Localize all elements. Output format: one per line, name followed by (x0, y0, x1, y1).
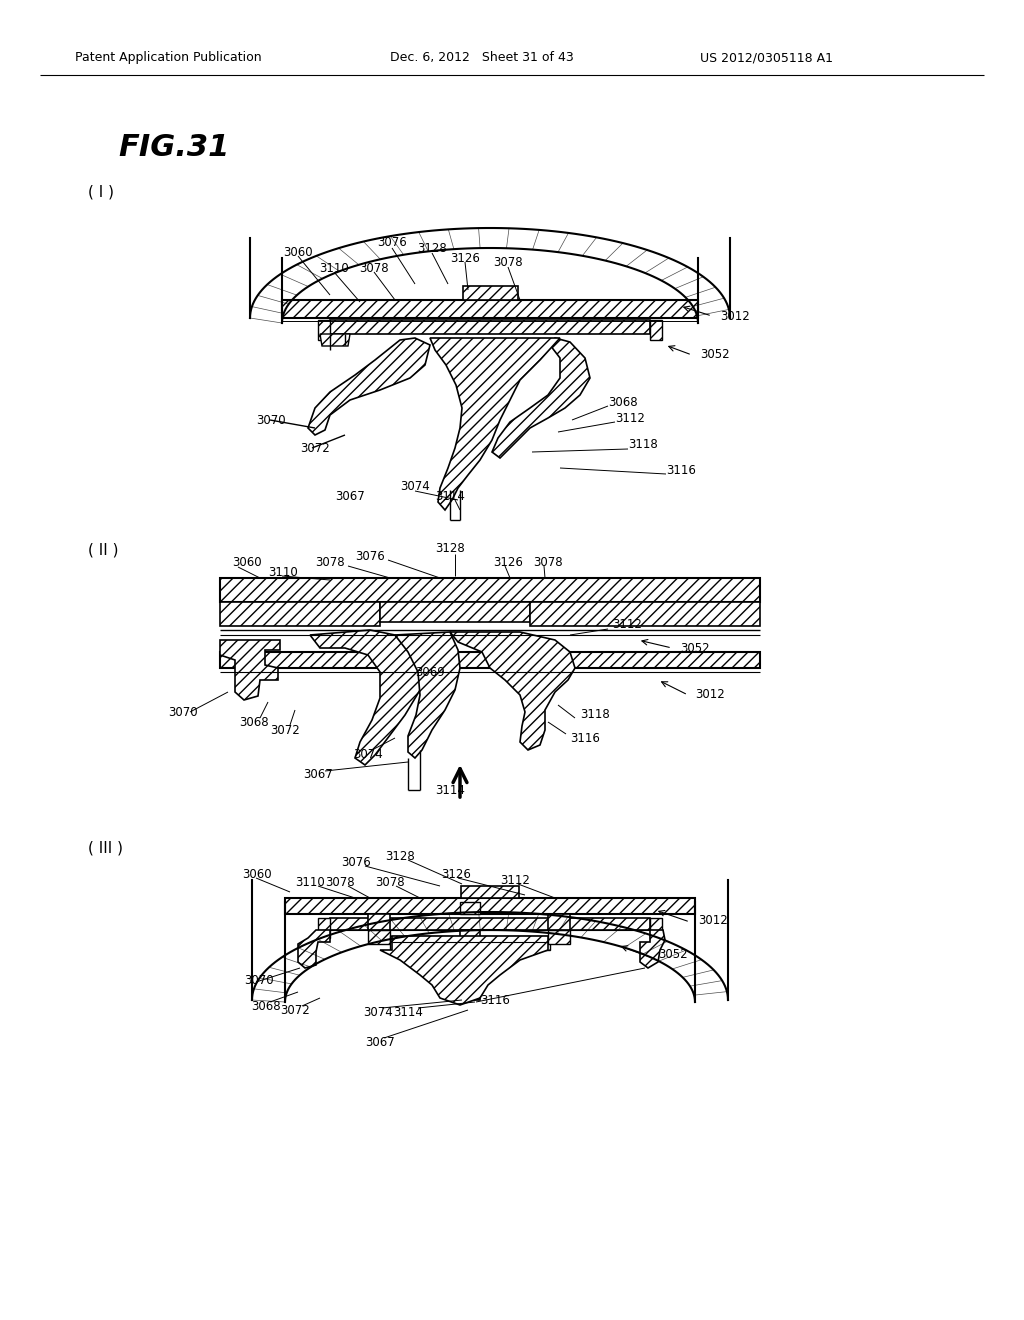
Bar (480, 936, 550, 950)
Polygon shape (492, 338, 590, 458)
Text: 3126: 3126 (451, 252, 480, 264)
Bar (330, 319, 650, 334)
Text: 3116: 3116 (666, 463, 696, 477)
Polygon shape (319, 334, 350, 346)
Text: 3076: 3076 (377, 236, 407, 249)
Polygon shape (310, 630, 420, 766)
Polygon shape (220, 640, 280, 700)
Text: 3072: 3072 (300, 441, 330, 454)
Text: 3128: 3128 (435, 543, 465, 556)
Text: 3118: 3118 (628, 438, 657, 451)
Text: 3060: 3060 (242, 869, 271, 882)
Text: 3116: 3116 (570, 731, 600, 744)
Bar (380, 602, 530, 622)
Text: Patent Application Publication: Patent Application Publication (75, 51, 261, 65)
Polygon shape (308, 338, 430, 436)
Polygon shape (395, 632, 460, 758)
Text: 3067: 3067 (303, 768, 333, 781)
Bar (220, 652, 760, 668)
Text: 3052: 3052 (680, 642, 710, 655)
Text: 3070: 3070 (256, 413, 286, 426)
Text: 3068: 3068 (251, 999, 281, 1012)
Text: 3078: 3078 (359, 261, 389, 275)
Text: 3074: 3074 (400, 480, 430, 494)
Text: 3060: 3060 (284, 247, 312, 260)
Text: 3068: 3068 (240, 715, 269, 729)
Text: 3126: 3126 (494, 556, 523, 569)
Text: Dec. 6, 2012   Sheet 31 of 43: Dec. 6, 2012 Sheet 31 of 43 (390, 51, 573, 65)
Bar (220, 578, 760, 602)
Bar (548, 931, 570, 944)
Text: 3110: 3110 (268, 565, 298, 578)
Text: 3068: 3068 (608, 396, 638, 408)
Polygon shape (380, 936, 548, 1005)
Text: 3112: 3112 (615, 412, 645, 425)
Text: 3052: 3052 (700, 348, 730, 362)
Bar (650, 319, 662, 341)
Bar (282, 300, 698, 318)
Text: 3076: 3076 (355, 549, 385, 562)
Text: US 2012/0305118 A1: US 2012/0305118 A1 (700, 51, 833, 65)
Text: 3074: 3074 (364, 1006, 393, 1019)
Text: 3052: 3052 (658, 949, 688, 961)
Text: 3128: 3128 (385, 850, 415, 862)
Polygon shape (298, 931, 330, 968)
Text: 3112: 3112 (500, 874, 530, 887)
Text: 3012: 3012 (695, 689, 725, 701)
Text: ( III ): ( III ) (88, 841, 123, 855)
Text: 3110: 3110 (295, 875, 325, 888)
Bar (318, 917, 330, 939)
Text: FIG.31: FIG.31 (118, 133, 229, 162)
Bar (285, 898, 695, 913)
Text: 3078: 3078 (375, 875, 404, 888)
Text: 3070: 3070 (244, 974, 273, 986)
Bar (530, 602, 760, 626)
Text: 3078: 3078 (494, 256, 523, 269)
Text: 3072: 3072 (281, 1003, 310, 1016)
Bar (368, 913, 390, 931)
Bar (220, 602, 380, 626)
Text: 3069: 3069 (415, 665, 444, 678)
Bar (390, 936, 460, 950)
Bar (368, 931, 390, 944)
Text: 3067: 3067 (366, 1035, 395, 1048)
Bar (650, 917, 662, 939)
Bar (318, 319, 330, 341)
Text: 3070: 3070 (168, 705, 198, 718)
Text: 3067: 3067 (335, 491, 365, 503)
Polygon shape (430, 338, 560, 510)
Text: ( II ): ( II ) (88, 543, 119, 557)
Text: 3060: 3060 (232, 556, 261, 569)
Text: 3126: 3126 (441, 867, 471, 880)
Bar (463, 286, 518, 300)
Text: 3114: 3114 (435, 491, 465, 503)
Text: 3078: 3078 (315, 556, 345, 569)
Bar (460, 931, 480, 1001)
Polygon shape (640, 931, 665, 968)
Text: 3112: 3112 (612, 619, 642, 631)
Text: 3110: 3110 (319, 261, 349, 275)
Text: 3012: 3012 (720, 309, 750, 322)
Bar (548, 913, 570, 931)
Text: 3072: 3072 (270, 723, 300, 737)
Text: 3078: 3078 (534, 556, 563, 569)
Bar (460, 902, 480, 913)
Polygon shape (450, 632, 575, 750)
Text: 3076: 3076 (341, 855, 371, 869)
Text: 3128: 3128 (417, 243, 446, 256)
Text: ( I ): ( I ) (88, 185, 114, 199)
Text: 3116: 3116 (480, 994, 510, 1006)
Text: 3118: 3118 (580, 709, 609, 722)
Text: 3114: 3114 (393, 1006, 423, 1019)
Bar (330, 917, 650, 931)
Text: 3074: 3074 (353, 748, 383, 762)
Bar (461, 886, 519, 898)
Text: 3114: 3114 (435, 784, 465, 796)
Text: 3012: 3012 (698, 913, 728, 927)
Text: 3078: 3078 (326, 875, 354, 888)
